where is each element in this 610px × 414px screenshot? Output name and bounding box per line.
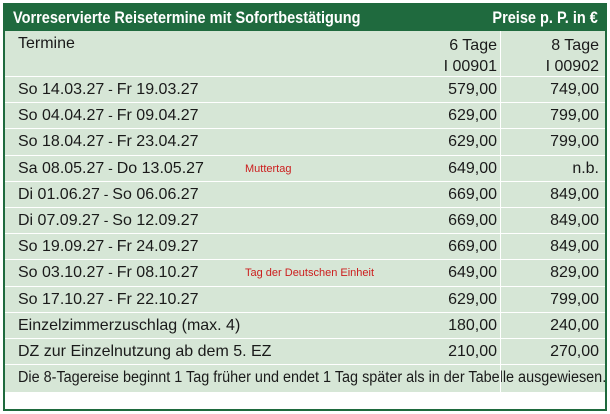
date-range: Di 07.09.27 - So 12.09.27 xyxy=(18,208,199,233)
table-row: So 14.03.27 - Fr 19.03.27 579,00 749,00 xyxy=(5,77,605,104)
column-header: Termine 6 Tage I 00901 8 Tage I 00902 xyxy=(5,31,605,77)
footer-note: Die 8-Tagereise beginnt 1 Tag früher und… xyxy=(5,365,607,393)
date-separator: - xyxy=(99,185,113,202)
title-bar: Vorreservierte Reisetermine mit Sofortbe… xyxy=(5,5,605,31)
start-date: So 14.03.27 xyxy=(18,81,105,98)
table-row: So 18.04.27 - Fr 23.04.27 629,00 799,00 xyxy=(5,129,605,156)
start-date: So 04.04.27 xyxy=(18,107,105,125)
end-date: Fr 09.04.27 xyxy=(116,107,199,125)
start-date: So 19.09.27 xyxy=(18,238,105,256)
surcharge-label: Einzelzimmerzuschlag (max. 4) xyxy=(18,316,241,334)
price-8-tage: 849,00 xyxy=(550,211,599,229)
date-range: Di 01.06.27 - So 06.06.27 xyxy=(18,182,199,207)
price-8-tage: 799,00 xyxy=(550,290,599,308)
date-separator: - xyxy=(104,159,117,176)
start-date: Di 01.06.27 xyxy=(18,185,100,203)
header-6-tage: 6 Tage I 00901 xyxy=(444,35,497,77)
end-date: Fr 19.03.27 xyxy=(116,81,199,98)
date-range: Sa 08.05.27 - Do 13.05.27 xyxy=(18,156,204,181)
start-date: So 18.04.27 xyxy=(18,133,105,151)
start-date: So 03.10.27 xyxy=(18,264,105,282)
surcharge-row: Einzelzimmerzuschlag (max. 4) 180,00 240,0… xyxy=(5,312,605,339)
table-row: Di 07.09.27 - So 12.09.27 669,00 849,00 xyxy=(5,207,605,235)
date-separator: - xyxy=(99,211,113,228)
price-6-tage: 669,00 xyxy=(448,185,497,203)
holiday-note: Muttertag xyxy=(245,162,292,175)
start-date: So 17.10.27 xyxy=(18,290,105,308)
table-row: So 04.04.27 - Fr 09.04.27 629,00 799,00 xyxy=(5,103,605,130)
table-row: So 19.09.27 - Fr 24.09.27 669,00 849,00 xyxy=(5,234,605,261)
end-date: Fr 24.09.27 xyxy=(116,238,199,256)
column-divider xyxy=(499,31,501,409)
date-range: So 17.10.27 - Fr 22.10.27 xyxy=(18,287,199,312)
start-date: Di 07.09.27 xyxy=(18,211,100,229)
header-6-tage-label: 6 Tage xyxy=(449,37,497,54)
start-date: Sa 08.05.27 xyxy=(18,159,105,177)
header-8-tage-label: 8 Tage xyxy=(551,37,599,54)
price-8-tage: 799,00 xyxy=(550,133,599,151)
header-8-tage: 8 Tage I 00902 xyxy=(546,35,599,77)
price-6-tage: 629,00 xyxy=(448,290,497,308)
date-range: So 03.10.27 - Fr 08.10.27 xyxy=(18,260,199,285)
holiday-note: Tag der Deutschen Einheit xyxy=(245,267,375,280)
price-6-tage: 180,00 xyxy=(448,316,497,334)
table-row: Di 01.06.27 - So 06.06.27 669,00 849,00 xyxy=(5,181,605,208)
header-termine: Termine xyxy=(18,35,75,52)
price-8-tage: 829,00 xyxy=(550,264,599,282)
table-row: So 17.10.27 - Fr 22.10.27 629,00 799,00 xyxy=(5,286,605,313)
price-6-tage: 669,00 xyxy=(448,211,497,229)
price-8-tage: 849,00 xyxy=(550,185,599,203)
date-separator: - xyxy=(104,81,117,97)
price-table: Vorreservierte Reisetermine mit Sofortbe… xyxy=(3,3,607,411)
table-row: Sa 08.05.27 - Do 13.05.27 Muttertag 649,00… xyxy=(5,155,605,182)
end-date: Fr 22.10.27 xyxy=(116,290,199,308)
surcharge-row: DZ zur Einzelnutzung ab dem 5. EZ 210,00 2… xyxy=(5,338,605,366)
price-6-tage: 629,00 xyxy=(448,133,497,151)
date-separator: - xyxy=(104,238,117,255)
price-6-tage: 210,00 xyxy=(448,342,497,360)
price-note: Preise p. P. in € xyxy=(492,8,598,27)
date-separator: - xyxy=(104,264,117,281)
date-range: So 19.09.27 - Fr 24.09.27 xyxy=(18,234,199,259)
price-6-tage: 629,00 xyxy=(448,107,497,125)
date-range: So 04.04.27 - Fr 09.04.27 xyxy=(18,103,199,128)
price-6-tage: 649,00 xyxy=(448,159,497,177)
date-separator: - xyxy=(104,290,117,307)
price-6-tage: 649,00 xyxy=(448,264,497,282)
header-6-tage-code: I 00901 xyxy=(443,58,497,75)
price-6-tage: 669,00 xyxy=(448,238,497,256)
end-date: Fr 23.04.27 xyxy=(116,133,199,151)
price-8-tage: n.b. xyxy=(572,159,599,177)
table-row: So 03.10.27 - Fr 08.10.27 Tag der Deutsch… xyxy=(5,260,605,287)
surcharge-label: DZ zur Einzelnutzung ab dem 5. EZ xyxy=(18,342,272,360)
price-8-tage: 240,00 xyxy=(550,316,599,334)
end-date: Fr 08.10.27 xyxy=(116,264,199,282)
price-8-tage: 849,00 xyxy=(550,238,599,256)
table-title: Vorreservierte Reisetermine mit Sofortbe… xyxy=(13,8,361,27)
table-body: So 14.03.27 - Fr 19.03.27 579,00 749,00 So … xyxy=(5,77,605,366)
end-date: So 06.06.27 xyxy=(112,185,199,203)
price-8-tage: 270,00 xyxy=(550,342,599,360)
price-8-tage: 749,00 xyxy=(550,81,599,98)
date-separator: - xyxy=(104,133,117,150)
end-date: Do 13.05.27 xyxy=(116,159,204,177)
price-8-tage: 799,00 xyxy=(550,107,599,125)
date-separator: - xyxy=(104,107,117,124)
header-8-tage-code: I 00902 xyxy=(545,58,599,75)
footer-text: Die 8-Tagereise beginnt 1 Tag früher und… xyxy=(18,369,607,387)
date-range: So 14.03.27 - Fr 19.03.27 xyxy=(18,77,199,102)
price-6-tage: 579,00 xyxy=(448,81,497,98)
end-date: So 12.09.27 xyxy=(112,211,199,229)
date-range: So 18.04.27 - Fr 23.04.27 xyxy=(18,129,199,154)
